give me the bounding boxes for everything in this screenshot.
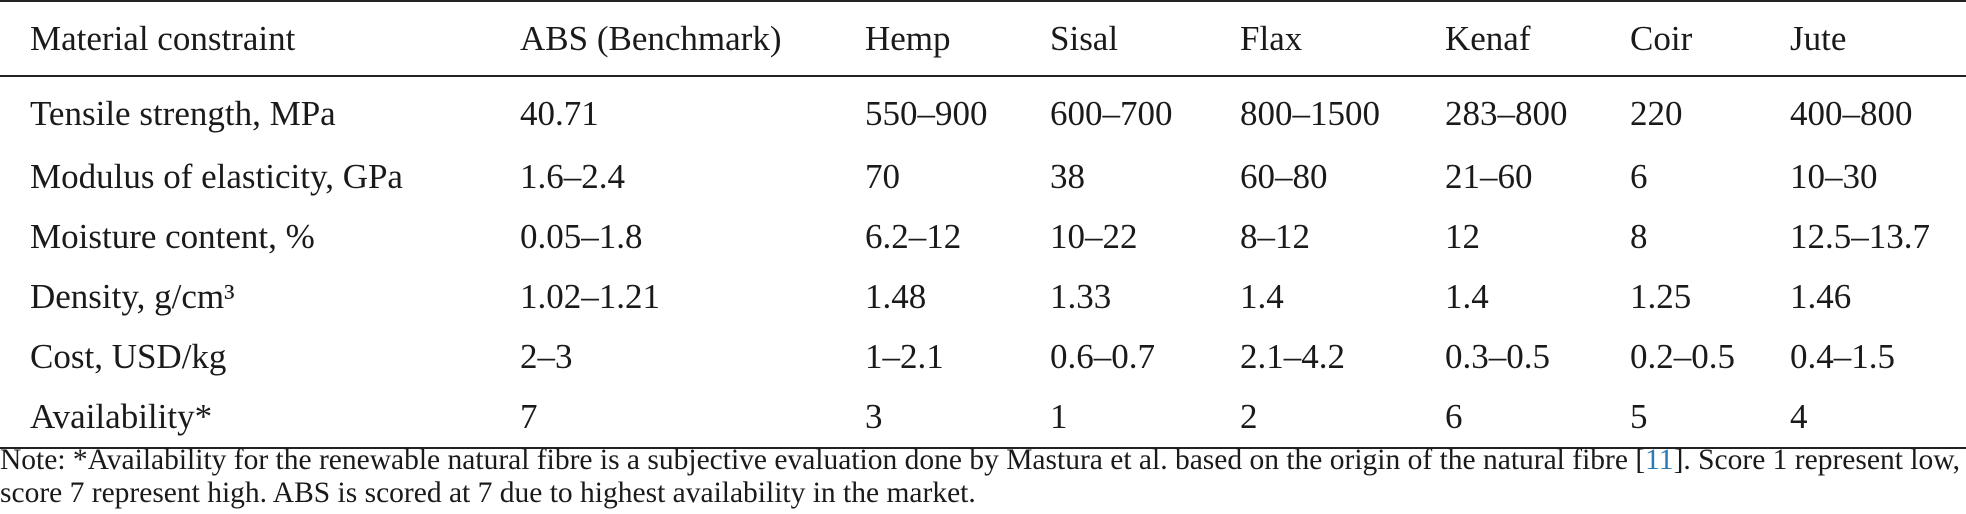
table-cell: 1–2.1: [865, 337, 944, 376]
table-body: Tensile strength, MPa 40.71 550–900 600–…: [0, 76, 1966, 448]
table-cell: Moisture content, %: [30, 217, 315, 256]
table-row: Density, g/cm³ 1.02–1.21 1.48 1.33 1.4 1…: [0, 267, 1966, 327]
table-row: Tensile strength, MPa 40.71 550–900 600–…: [0, 76, 1966, 147]
table-cell: 1.02–1.21: [520, 277, 660, 316]
table-cell: 220: [1630, 94, 1683, 133]
table-cell: 12: [1445, 217, 1480, 256]
table-cell: Availability*: [30, 397, 213, 436]
material-comparison-table-wrap: Material constraint ABS (Benchmark) Hemp…: [0, 1, 1966, 448]
table-cell: 8–12: [1240, 217, 1310, 256]
header-cell-sisal: Sisal: [1050, 18, 1119, 58]
header-row: Material constraint ABS (Benchmark) Hemp…: [0, 1, 1966, 76]
table-row: Cost, USD/kg 2–3 1–2.1 0.6–0.7 2.1–4.2 0…: [0, 327, 1966, 387]
reference-link[interactable]: 11: [1645, 444, 1674, 476]
table-cell: Density, g/cm³: [30, 277, 235, 316]
table-cell: 10–22: [1050, 217, 1138, 256]
table-cell: 0.6–0.7: [1050, 337, 1155, 376]
table-cell: 1: [1050, 397, 1068, 436]
table-row: Availability* 7 3 1 2 6 5 4: [0, 387, 1966, 448]
table-cell: 10–30: [1790, 157, 1878, 196]
header-cell-material-constraint: Material constraint: [30, 18, 296, 58]
table-cell: 40.71: [520, 94, 599, 133]
footnote-text-start: Note: *Availability for the renewable na…: [0, 444, 1646, 476]
footnote-text-end: ]. Score 1 represent low, score 7 repres…: [0, 444, 1960, 509]
table-cell: 6: [1445, 397, 1463, 436]
table-cell: 800–1500: [1240, 94, 1380, 133]
table-cell: 21–60: [1445, 157, 1533, 196]
table-cell: 600–700: [1050, 94, 1173, 133]
table-cell: 7: [520, 397, 538, 436]
material-comparison-table: Material constraint ABS (Benchmark) Hemp…: [0, 1, 1966, 448]
table-cell: 0.2–0.5: [1630, 337, 1735, 376]
table-header: Material constraint ABS (Benchmark) Hemp…: [0, 1, 1966, 76]
table-cell: 0.3–0.5: [1445, 337, 1550, 376]
table-row: Moisture content, % 0.05–1.8 6.2–12 10–2…: [0, 207, 1966, 267]
table-cell: 1.6–2.4: [520, 157, 625, 196]
table-cell: 12.5–13.7: [1790, 217, 1930, 256]
table-cell: 5: [1630, 397, 1648, 436]
table-cell: 1.48: [865, 277, 927, 316]
table-cell: 283–800: [1445, 94, 1568, 133]
table-cell: 1.25: [1630, 277, 1692, 316]
header-cell-flax: Flax: [1240, 18, 1303, 58]
table-cell: 400–800: [1790, 94, 1913, 133]
header-cell-abs: ABS (Benchmark): [520, 18, 782, 58]
table-cell: 6: [1630, 157, 1648, 196]
table-cell: 1.33: [1050, 277, 1112, 316]
table-cell: 550–900: [865, 94, 988, 133]
table-cell: Cost, USD/kg: [30, 337, 227, 376]
table-cell: 60–80: [1240, 157, 1328, 196]
table-cell: 4: [1790, 397, 1808, 436]
table-cell: 0.4–1.5: [1790, 337, 1895, 376]
table-cell: 0.05–1.8: [520, 217, 643, 256]
table-cell: 6.2–12: [865, 217, 962, 256]
table-row: Modulus of elasticity, GPa 1.6–2.4 70 38…: [0, 147, 1966, 207]
table-cell: 2.1–4.2: [1240, 337, 1345, 376]
table-cell: Tensile strength, MPa: [30, 94, 336, 133]
table-cell: 38: [1050, 157, 1085, 196]
table-footnote: Note: *Availability for the renewable na…: [0, 444, 1966, 510]
table-cell: 2: [1240, 397, 1258, 436]
table-cell: 8: [1630, 217, 1648, 256]
table-cell: 3: [865, 397, 883, 436]
header-cell-coir: Coir: [1630, 18, 1693, 58]
table-cell: 1.46: [1790, 277, 1852, 316]
table-cell: Modulus of elasticity, GPa: [30, 157, 403, 196]
header-cell-jute: Jute: [1790, 18, 1847, 58]
header-cell-kenaf: Kenaf: [1445, 18, 1531, 58]
header-cell-hemp: Hemp: [865, 18, 951, 58]
table-cell: 70: [865, 157, 900, 196]
table-cell: 2–3: [520, 337, 573, 376]
table-cell: 1.4: [1445, 277, 1489, 316]
table-cell: 1.4: [1240, 277, 1284, 316]
